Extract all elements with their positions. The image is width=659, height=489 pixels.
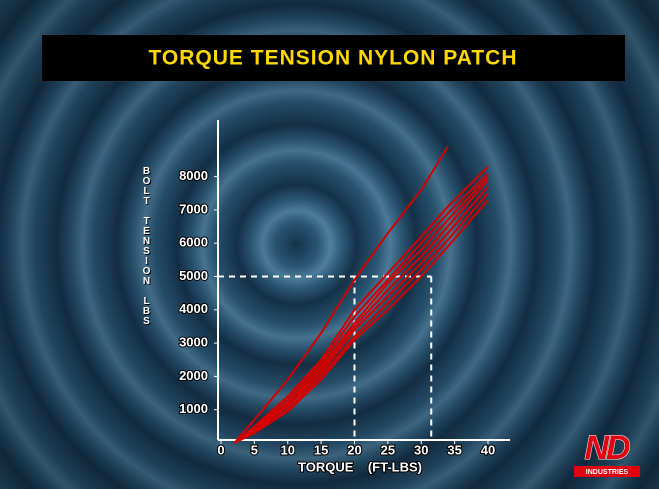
logo: ND INDUSTRIES xyxy=(574,429,640,477)
data-line xyxy=(234,173,488,443)
logo-mark: ND xyxy=(584,429,630,467)
x-tick-label: 15 xyxy=(314,442,328,457)
x-tick-label: 10 xyxy=(281,442,295,457)
data-line xyxy=(234,180,488,443)
y-tick-label: 4000 xyxy=(179,301,208,316)
y-tick-label: 7000 xyxy=(179,201,208,216)
x-tick-label: 0 xyxy=(217,442,224,457)
y-tick-label: 1000 xyxy=(179,401,208,416)
x-tick-label: 35 xyxy=(447,442,461,457)
y-axis-label: BOLT TENSION LBS xyxy=(141,166,151,326)
logo-name: INDUSTRIES xyxy=(586,469,629,476)
x-tick-label: 40 xyxy=(481,442,495,457)
x-axis-label: TORQUE (FT-LBS) xyxy=(298,459,422,474)
y-tick-label: 5000 xyxy=(179,268,208,283)
x-tick-label: 20 xyxy=(347,442,361,457)
x-tick-label: 30 xyxy=(414,442,428,457)
y-tick-label: 3000 xyxy=(179,335,208,350)
data-line xyxy=(234,147,448,443)
x-tick-label: 5 xyxy=(251,442,258,457)
y-tick-label: 8000 xyxy=(179,168,208,183)
slide: TORQUE TENSION NYLON PATCH TORQUE (FT-LB… xyxy=(0,0,659,489)
chart-title: TORQUE TENSION NYLON PATCH xyxy=(148,47,517,70)
data-line xyxy=(234,167,488,443)
x-tick-label: 25 xyxy=(381,442,395,457)
y-tick-label: 2000 xyxy=(179,368,208,383)
chart: TORQUE TENSION NYLON PATCH TORQUE (FT-LB… xyxy=(0,0,659,489)
y-tick-label: 6000 xyxy=(179,235,208,250)
